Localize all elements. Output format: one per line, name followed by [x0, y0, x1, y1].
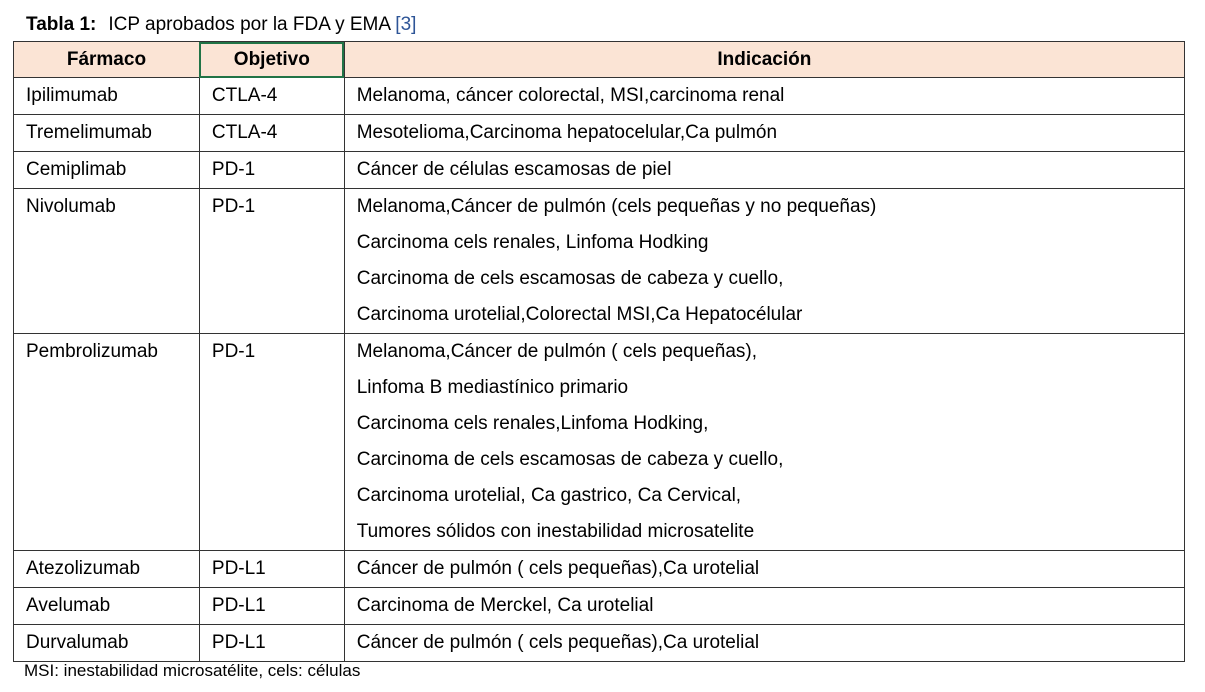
header-cell: Indicación — [343, 41, 1186, 78]
table-row: Ipilimumab CTLA-4 Melanoma, cáncer colorec… — [13, 77, 1186, 115]
indication-line: Carcinoma urotelial, Ca gastrico, Ca Cer… — [356, 485, 742, 506]
caption: Tabla 1: ICP aprobados por la FDA y EMA [… — [26, 12, 416, 38]
indication-cell: Melanoma,Cáncer de pulmón ( cels pequeña… — [343, 333, 1186, 551]
indication-line: Melanoma, cáncer colorectal, MSI,carcino… — [356, 85, 785, 106]
indication-line: Cáncer de pulmón ( cels pequeñas),Ca uro… — [356, 632, 760, 653]
indication-cell: Melanoma, cáncer colorectal, MSI,carcino… — [343, 77, 1186, 115]
indication-line: Carcinoma cels renales,Linfoma Hodking, — [356, 413, 709, 434]
target: PD-L1 — [211, 632, 266, 653]
target-cell: PD-L1 — [198, 550, 345, 588]
target: PD-L1 — [211, 558, 266, 579]
target-cell: PD-1 — [198, 151, 345, 189]
drug-cell: Avelumab — [13, 587, 200, 625]
indication-line: Melanoma,Cáncer de pulmón ( cels pequeña… — [356, 341, 757, 362]
drug: Nivolumab — [26, 196, 116, 217]
table-row: Avelumab PD-L1 Carcinoma de Merckel, Ca ur… — [13, 587, 1186, 625]
header-row: Fármaco Objetivo Indicación — [13, 41, 1186, 78]
target: PD-L1 — [211, 595, 266, 616]
indication-line: Carcinoma cels renales, Linfoma Hodking — [356, 232, 709, 253]
header-cell: Fármaco — [13, 41, 200, 78]
target: CTLA-4 — [211, 85, 278, 106]
header-cell[interactable]: Objetivo — [198, 41, 345, 78]
indication-line: Cáncer de pulmón ( cels pequeñas),Ca uro… — [356, 558, 760, 579]
caption-text: ICP aprobados por la FDA y EMA — [108, 14, 391, 35]
drug: Avelumab — [26, 595, 111, 616]
drug-cell: Cemiplimab — [13, 151, 200, 189]
drug: Tremelimumab — [26, 122, 152, 143]
target: CTLA-4 — [211, 122, 278, 143]
caption-label: Tabla 1: — [26, 14, 97, 35]
drug-cell: Ipilimumab — [13, 77, 200, 115]
drug: Cemiplimab — [26, 159, 127, 180]
table-row: Durvalumab PD-L1 Cáncer de pulmón ( cels p… — [13, 624, 1186, 662]
target-cell: CTLA-4 — [198, 114, 345, 152]
indication-line: Cáncer de células escamosas de piel — [356, 159, 672, 180]
target-cell: PD-L1 — [198, 624, 345, 662]
indication-line: Linfoma B mediastínico primario — [356, 377, 629, 398]
indication-cell: Cáncer de pulmón ( cels pequeñas),Ca uro… — [343, 550, 1186, 588]
indication-cell: Carcinoma de Merckel, Ca urotelial — [343, 587, 1186, 625]
indication-cell: Cáncer de pulmón ( cels pequeñas),Ca uro… — [343, 624, 1186, 662]
drug: Pembrolizumab — [26, 341, 158, 362]
table: Fármaco Objetivo Indicación Ipilimumab CT… — [13, 41, 1186, 662]
indication-line: Mesotelioma,Carcinoma hepatocelular,Ca p… — [356, 122, 778, 143]
target-cell: PD-1 — [198, 333, 345, 551]
drug-cell: Pembrolizumab — [13, 333, 200, 551]
indication-line: Tumores sólidos con inestabilidad micros… — [356, 521, 755, 542]
indication-line: Carcinoma de cels escamosas de cabeza y … — [356, 449, 784, 470]
target-cell: PD-L1 — [198, 587, 345, 625]
indication-line: Carcinoma de cels escamosas de cabeza y … — [356, 268, 784, 289]
indication-cell: Cáncer de células escamosas de piel — [343, 151, 1186, 189]
table-row: Atezolizumab PD-L1 Cáncer de pulmón ( cels… — [13, 550, 1186, 588]
drug-cell: Tremelimumab — [13, 114, 200, 152]
drug-cell: Nivolumab — [13, 188, 200, 334]
drug: Durvalumab — [26, 632, 129, 653]
target: PD-1 — [211, 196, 256, 217]
target-cell: PD-1 — [198, 188, 345, 334]
drug-cell: Durvalumab — [13, 624, 200, 662]
target-cell: CTLA-4 — [198, 77, 345, 115]
table-row: Pembrolizumab PD-1 Melanoma,Cáncer de pulm… — [13, 333, 1186, 551]
drug-cell: Atezolizumab — [13, 550, 200, 588]
drug: Ipilimumab — [26, 85, 118, 106]
target: PD-1 — [211, 341, 256, 362]
table-row: Tremelimumab CTLA-4 Mesotelioma,Carcinoma … — [13, 114, 1186, 152]
indication-line: Melanoma,Cáncer de pulmón (cels pequeñas… — [356, 196, 877, 217]
drug: Atezolizumab — [26, 558, 141, 579]
table-row: Cemiplimab PD-1 Cáncer de células escamosa… — [13, 151, 1186, 189]
indication-cell: Melanoma,Cáncer de pulmón (cels pequeñas… — [343, 188, 1186, 334]
indication-line: Carcinoma urotelial,Colorectal MSI,Ca He… — [356, 304, 803, 325]
target: PD-1 — [211, 159, 256, 180]
indication-cell: Mesotelioma,Carcinoma hepatocelular,Ca p… — [343, 114, 1186, 152]
footnote: MSI: inestabilidad microsatélite, cels: … — [24, 661, 361, 680]
caption-ref[interactable]: [3] — [395, 14, 417, 35]
table-row: Nivolumab PD-1 Melanoma,Cáncer de pulmón (… — [13, 188, 1186, 334]
indication-line: Carcinoma de Merckel, Ca urotelial — [356, 595, 654, 616]
